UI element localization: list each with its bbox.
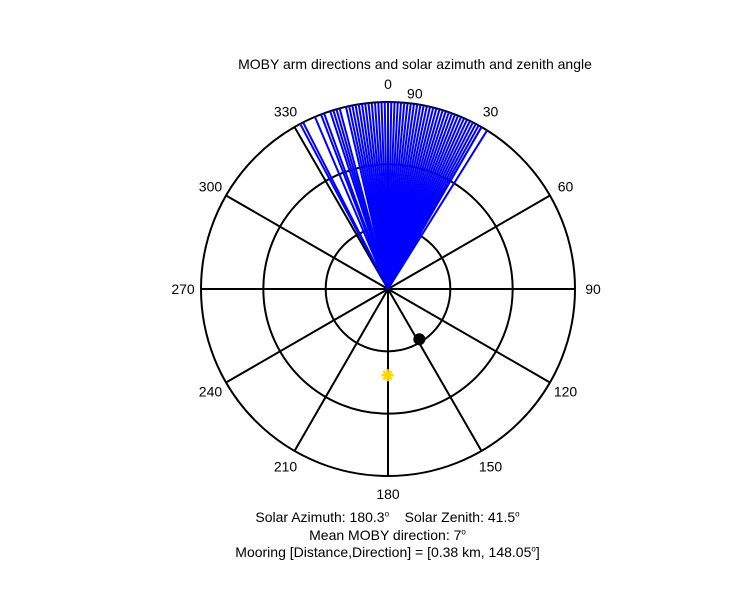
- angle-tick-label: 180: [376, 486, 400, 502]
- arm-direction-line: [314, 116, 389, 290]
- mooring-suffix: ]: [535, 544, 540, 560]
- spoke-line: [387, 288, 483, 452]
- solar-position-marker: [381, 369, 394, 382]
- degree-mark: o: [531, 544, 536, 554]
- angle-tick-label: 0: [384, 76, 392, 92]
- arm-direction-line: [387, 129, 488, 290]
- mean-direction-caption: Mean MOBY direction: 7o: [0, 527, 750, 543]
- angle-tick-label: 150: [479, 459, 503, 475]
- angle-tick-label: 270: [171, 281, 195, 297]
- spoke-line: [387, 288, 551, 384]
- mooring-text: Mooring [Distance,Direction] = [0.38 km,…: [235, 544, 532, 560]
- mooring-caption: Mooring [Distance,Direction] = [0.38 km,…: [0, 544, 750, 560]
- radial-tick-label: 90: [407, 85, 423, 101]
- chart-title: MOBY arm directions and solar azimuth an…: [238, 56, 592, 72]
- spoke-line: [293, 126, 389, 290]
- arm-direction-line: [338, 108, 389, 290]
- angle-labels: 0 30 60 90 120 150 180 210 240 270 300 330 90: [171, 76, 601, 502]
- arm-direction-line: [387, 126, 483, 290]
- polar-grid: [200, 101, 576, 477]
- degree-mark: o: [515, 509, 520, 519]
- angle-tick-label: 210: [274, 459, 298, 475]
- mean-direction-text: Mean MOBY direction: 7: [309, 527, 462, 543]
- angle-tick-label: 120: [554, 384, 578, 400]
- arm-direction-line: [323, 112, 389, 290]
- angle-tick-label: 90: [585, 281, 601, 297]
- degree-mark: o: [461, 527, 466, 537]
- solar-zenith-text: Solar Zenith: 41.5: [404, 509, 516, 525]
- solar-azimuth-text: Solar Azimuth: 180.3: [255, 509, 385, 525]
- spoke-line: [225, 288, 389, 384]
- degree-mark: o: [384, 509, 390, 519]
- mooring-position-marker: [413, 333, 426, 346]
- spoke-line: [225, 194, 389, 290]
- angle-tick-label: 30: [483, 103, 499, 119]
- arm-direction-line: [302, 121, 389, 290]
- solar-caption: Solar Azimuth: 180.3o Solar Zenith: 41.5…: [0, 509, 750, 525]
- spoke-line: [387, 194, 551, 290]
- angle-tick-label: 60: [558, 179, 574, 195]
- angle-tick-label: 240: [199, 384, 223, 400]
- moby-arm-directions: [299, 102, 488, 290]
- spoke-line: [293, 288, 389, 452]
- markers: [381, 333, 426, 382]
- angle-tick-label: 330: [274, 103, 298, 119]
- angle-tick-label: 300: [199, 179, 223, 195]
